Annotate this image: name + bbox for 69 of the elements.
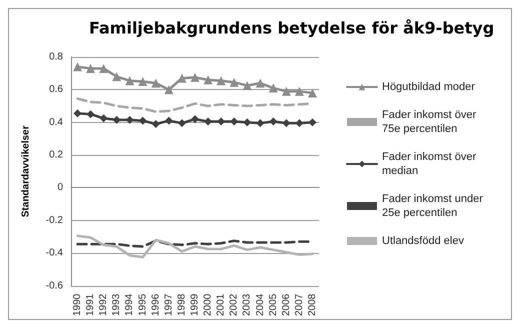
line-series [76,234,314,258]
y-tick-label: 0.6 [49,84,64,96]
point [86,110,95,118]
y-axis-title: Standardavvikelser [20,125,32,218]
legend-label: Högutbildad moder [382,81,476,93]
x-tick-label: 2006 [280,293,292,316]
point [152,120,160,128]
y-tick-label: 0.2 [49,150,64,161]
point [308,88,317,98]
legend-label: Fader inkomst över 75e percentilen [382,109,480,135]
point [256,78,265,88]
x-tick-label: 1992 [98,293,110,316]
point [100,114,108,122]
point [256,119,264,128]
point [164,85,174,94]
x-tick-label: 2003 [242,293,253,316]
x-tick-label: 1998 [176,293,188,316]
point [269,118,278,126]
point [178,119,186,128]
x-tick-label: 2005 [268,293,279,316]
point [216,76,226,86]
x-tick-label: 1996 [150,293,162,316]
x-tick-label: 1995 [137,293,148,316]
x-tick-label: 1997 [163,293,174,316]
point [191,115,199,124]
point [242,81,252,90]
y-tick-label: -0.2 [46,214,64,226]
point [268,84,278,93]
point [164,116,173,125]
legend-label: Fader inkomst under 25e percentilen [382,193,486,219]
point [74,109,82,118]
x-tick-label: 1993 [111,293,122,316]
point [204,75,213,84]
point [126,116,134,124]
point [294,86,304,96]
x-tick-label: 2008 [306,293,318,316]
legend-label: Utlandsfödd elev [382,235,464,247]
point [112,72,122,82]
point [73,62,82,72]
y-tick-label: 0 [57,182,64,194]
point [125,76,134,86]
legend-label: Fader inkomst över median [382,151,480,177]
point [99,64,108,73]
x-tick-label: 1994 [124,293,136,316]
point [230,118,238,126]
x-tick-label: 2000 [202,293,214,316]
point [112,116,121,124]
point [243,118,252,126]
x-tick-label: 1999 [190,293,200,316]
point [138,116,147,125]
point [86,64,96,73]
x-tick-label: 1990 [72,293,84,316]
x-tick-label: 1991 [85,293,96,316]
x-tick-label: 2004 [254,293,266,316]
chart-title: Familjebakgrundens betydelse för åk9-betyg [89,18,494,38]
point [282,86,291,96]
y-tick-label: -0.6 [46,280,64,292]
y-tick-label: 0.4 [49,116,64,128]
y-tick-label: -0.4 [46,248,64,259]
x-tick-label: 2001 [216,293,227,316]
point [308,118,316,126]
point [151,78,160,88]
point [230,78,239,87]
x-tick-label: 2002 [228,293,240,316]
point [138,77,148,86]
x-tick-label: 2007 [294,293,305,316]
point [282,119,290,128]
y-tick-label: 0.8 [49,52,64,62]
point [190,72,200,82]
